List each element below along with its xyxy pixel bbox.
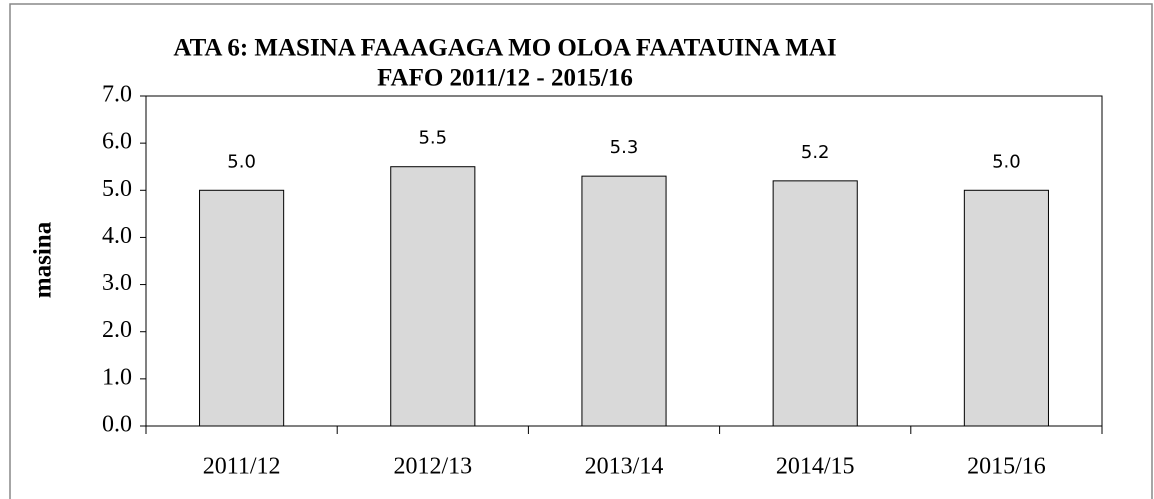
data-label: 5.0 [992, 151, 1021, 172]
y-tick-label: 5.0 [102, 176, 132, 202]
chart-title: ATA 6: MASINA FAAAGAGA MO OLOA FAATAUINA… [173, 35, 836, 62]
x-tick-label: 2015/16 [967, 454, 1046, 480]
y-axis-label: masina [30, 221, 57, 298]
data-label: 5.2 [801, 142, 830, 163]
x-tick-label: 2011/12 [203, 454, 281, 480]
bar [963, 189, 1049, 427]
y-tick-label: 0.0 [102, 412, 132, 438]
data-label: 5.3 [610, 137, 639, 158]
x-tick-label: 2013/14 [585, 454, 664, 480]
y-tick-label: 1.0 [102, 364, 132, 390]
chart-border [9, 3, 1153, 499]
y-tick-label: 6.0 [102, 129, 132, 155]
bar [199, 189, 285, 427]
chart-title: FAFO 2011/12 - 2015/16 [377, 65, 633, 92]
x-tick-label: 2012/13 [393, 454, 472, 480]
y-tick-label: 7.0 [102, 82, 132, 108]
y-tick-label: 3.0 [102, 270, 132, 296]
y-tick-label: 4.0 [102, 223, 132, 249]
bar [772, 180, 858, 427]
x-tick-label: 2014/15 [776, 454, 855, 480]
data-label: 5.5 [418, 128, 447, 149]
bar [581, 175, 667, 427]
bar [390, 166, 476, 427]
data-label: 5.0 [227, 151, 256, 172]
y-tick-label: 2.0 [102, 317, 132, 343]
